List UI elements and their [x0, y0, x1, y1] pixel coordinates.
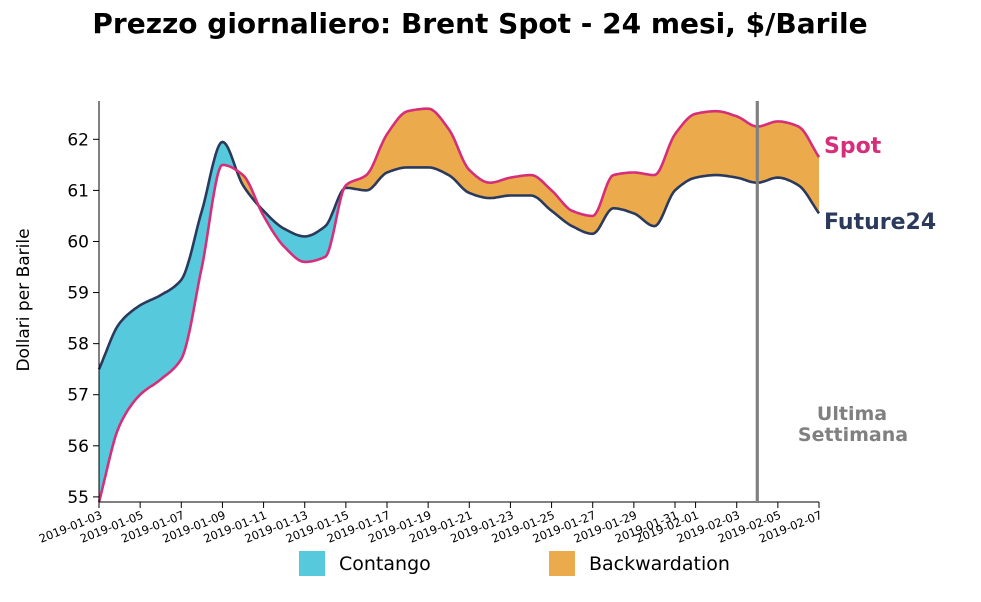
- contango-fill-2: [258, 188, 344, 262]
- y-axis-label: Dollari per Barile: [14, 228, 34, 371]
- series-label-future24: Future24: [824, 210, 936, 235]
- fill-areas: [99, 108, 819, 502]
- y-tick-label: 57: [67, 386, 89, 406]
- series-lines: [97, 107, 821, 503]
- legend-label-contango: Contango: [339, 553, 431, 575]
- y-tick-label: 56: [67, 437, 89, 457]
- last-week-label-line1: Ultima: [817, 403, 887, 425]
- legend: Contango Backwardation: [299, 551, 730, 576]
- y-tick-label: 60: [67, 232, 89, 252]
- series-line-spot: [97, 107, 821, 503]
- contango-fill-0: [99, 141, 237, 502]
- series-line-future24: [97, 140, 821, 370]
- y-tick-label: 58: [67, 335, 89, 355]
- backwardation-fill-1: [236, 170, 259, 206]
- backwardation-fill-3: [343, 108, 819, 234]
- series-labels: Spot Future24: [824, 134, 936, 235]
- legend-swatch-backwardation: [549, 551, 575, 576]
- y-tick-label: 59: [67, 284, 89, 304]
- last-week-label-line2: Settimana: [798, 424, 908, 446]
- series-label-spot: Spot: [824, 134, 882, 159]
- y-tick-label: 55: [67, 488, 89, 508]
- y-tick-label: 62: [67, 130, 89, 150]
- y-tick-label: 61: [67, 181, 89, 201]
- legend-swatch-contango: [299, 551, 325, 576]
- legend-label-backwardation: Backwardation: [589, 553, 730, 575]
- chart-title: Prezzo giornaliero: Brent Spot - 24 mesi…: [92, 7, 867, 40]
